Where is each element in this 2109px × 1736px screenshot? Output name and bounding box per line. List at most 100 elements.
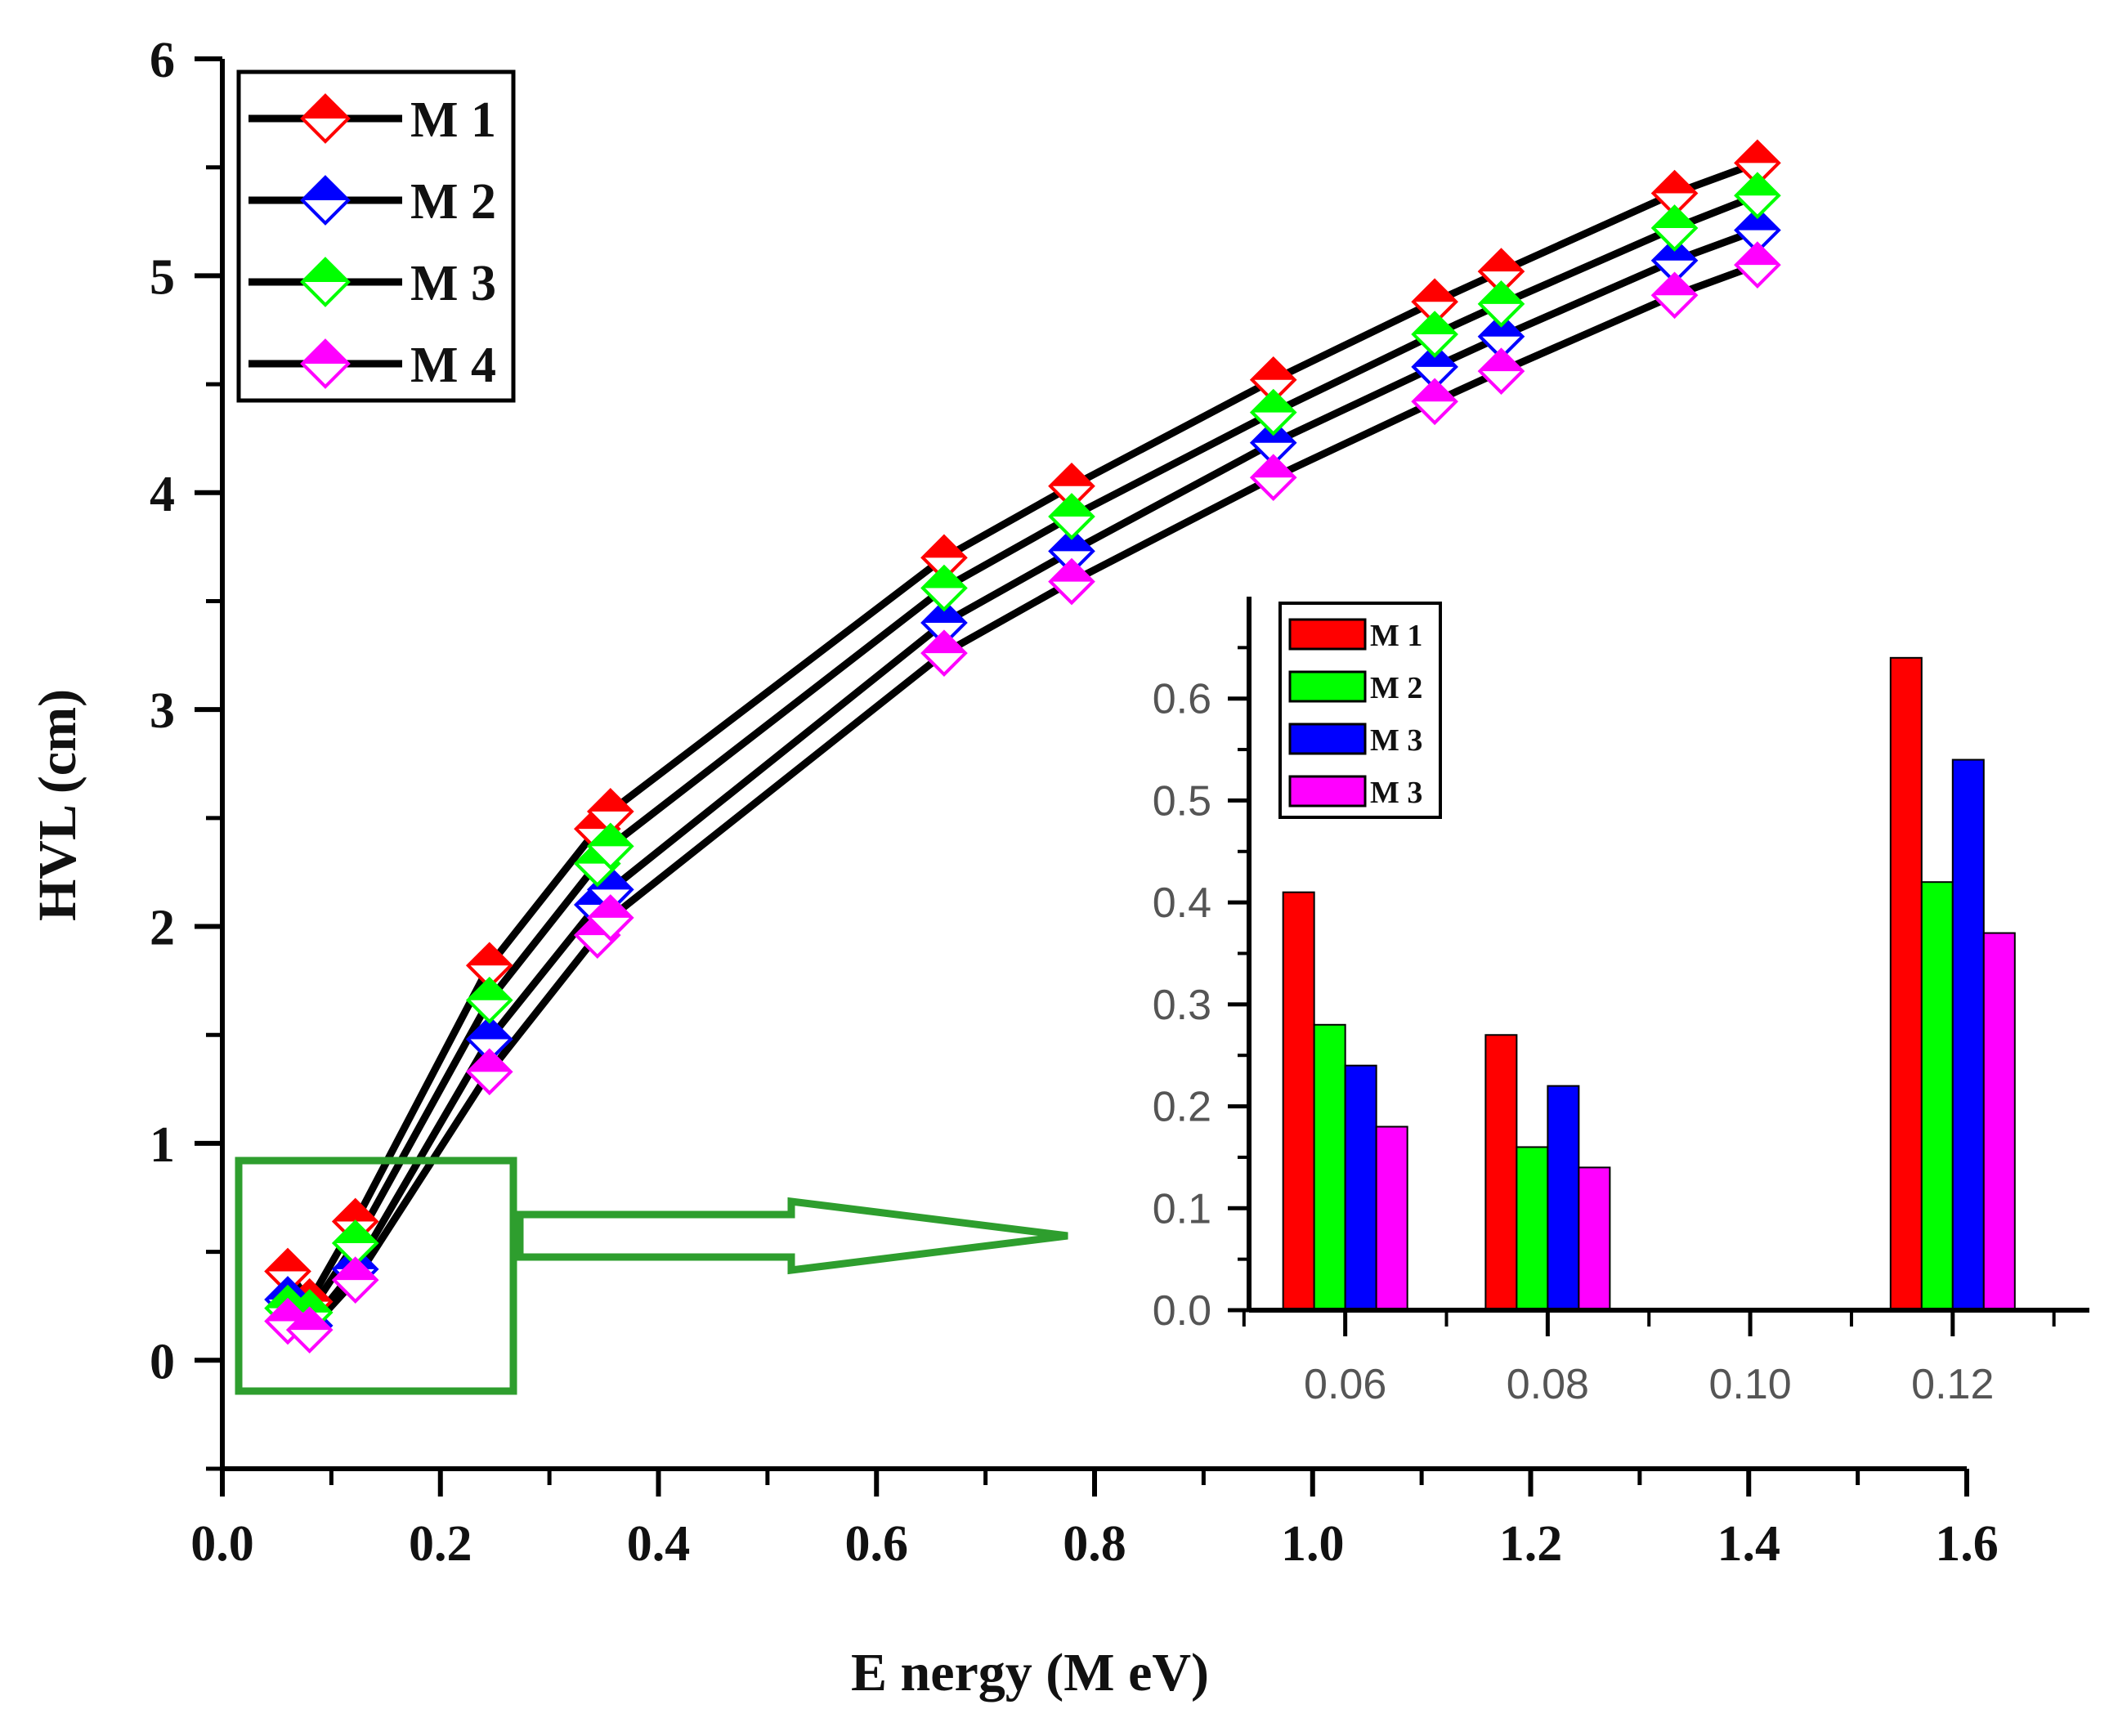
inset-y-tick-label: 0.1 bbox=[1153, 1185, 1211, 1233]
inset-y-tick-label: 0.0 bbox=[1153, 1287, 1211, 1335]
inset-bar-0.12-s1 bbox=[1889, 656, 1923, 1311]
data-point-m1-fill bbox=[589, 790, 632, 812]
inset-legend-label-4: M 3 bbox=[1370, 776, 1422, 810]
main-y-tick-label: 6 bbox=[150, 33, 175, 88]
inset-legend-label-3: M 3 bbox=[1370, 723, 1422, 758]
data-point-m4 bbox=[1048, 557, 1095, 606]
zoom-arrow bbox=[516, 1197, 1068, 1275]
inset-bar-0.12-s4 bbox=[1982, 932, 2016, 1311]
data-point-m1-fill bbox=[334, 1200, 377, 1222]
data-point-m4 bbox=[285, 1306, 334, 1353]
data-point-m2 bbox=[1734, 206, 1781, 254]
inset-bar-chart: 0.06 0.08 0.10 0.12 0.0 0.1 0.2 0.3 0.4 0.5 0.6 M … bbox=[1153, 597, 2089, 1408]
main-x-tick-label: 1.0 bbox=[1281, 1516, 1345, 1572]
data-point-m4-fill bbox=[922, 632, 965, 654]
data-point-m3 bbox=[465, 976, 513, 1024]
legend-marker-m3-fill bbox=[302, 259, 348, 282]
data-point-m3 bbox=[1411, 311, 1458, 358]
legend-label-m4: M 4 bbox=[410, 338, 496, 393]
data-point-m3 bbox=[1477, 280, 1525, 328]
data-point-m3-fill bbox=[1653, 207, 1696, 228]
data-point-m2-fill bbox=[922, 602, 965, 623]
data-point-m3 bbox=[1249, 388, 1297, 436]
inset-x-tick-label: 0.10 bbox=[1708, 1361, 1791, 1408]
data-point-m3-fill bbox=[334, 1222, 377, 1243]
data-point-m1-fill bbox=[468, 944, 511, 966]
inset-bar-0.06-s1 bbox=[1282, 891, 1315, 1311]
legend-label-m2: M 2 bbox=[410, 174, 496, 230]
inset-bar-0.06-s4 bbox=[1375, 1125, 1408, 1311]
data-point-m1-fill bbox=[1480, 250, 1523, 272]
data-point-m4-fill bbox=[1050, 560, 1093, 582]
legend-label-m3: M 3 bbox=[410, 256, 496, 311]
inset-x-tick-label: 0.08 bbox=[1507, 1361, 1589, 1408]
data-point-m4-fill bbox=[1480, 350, 1523, 372]
main-y-tick-label: 3 bbox=[150, 683, 175, 739]
data-point-m4 bbox=[1249, 454, 1297, 502]
data-point-m2-fill bbox=[1735, 208, 1779, 230]
main-legend: M 1 M 2 M 3 M 4 bbox=[236, 69, 516, 403]
inset-y-tick-label: 0.4 bbox=[1153, 879, 1211, 927]
data-point-m4 bbox=[920, 629, 968, 677]
inset-y-tick-label: 0.6 bbox=[1153, 676, 1211, 723]
data-point-m3-fill bbox=[589, 825, 632, 847]
main-x-tick-label: 0.4 bbox=[627, 1516, 691, 1572]
data-point-m4 bbox=[465, 1048, 513, 1096]
main-chart: 0.0 0.2 0.4 0.6 0.8 1.0 1.2 1.4 1.6 0 1 2 3 4 5 6 E ner… bbox=[28, 33, 1999, 1702]
data-point-m2 bbox=[465, 1015, 513, 1063]
main-series-markers bbox=[264, 139, 1781, 1353]
legend-marker-m3 bbox=[300, 257, 351, 307]
data-point-m3 bbox=[1650, 204, 1699, 252]
data-point-m3-fill bbox=[1735, 174, 1779, 196]
inset-bar-0.08-s3 bbox=[1547, 1085, 1580, 1311]
data-point-m3-fill bbox=[288, 1291, 331, 1313]
data-point-m1 bbox=[1249, 356, 1297, 404]
zoom-box bbox=[235, 1157, 517, 1395]
data-point-m1-fill bbox=[1252, 358, 1295, 380]
inset-bar-0.08-s4 bbox=[1578, 1166, 1611, 1312]
main-x-tick-label: 1.4 bbox=[1717, 1516, 1781, 1572]
data-point-m1 bbox=[1734, 139, 1781, 187]
data-point-m1-fill bbox=[1050, 464, 1093, 486]
data-point-m2-fill bbox=[468, 1018, 511, 1040]
main-x-tick-label: 1.6 bbox=[1935, 1516, 1999, 1572]
data-point-m4-fill bbox=[266, 1300, 310, 1322]
inset-bar-0.06-s2 bbox=[1313, 1023, 1346, 1312]
inset-bars bbox=[1282, 656, 2016, 1312]
legend-marker-m2 bbox=[300, 175, 351, 226]
main-y-tick-label: 2 bbox=[150, 901, 175, 956]
inset-legend-swatch-2 bbox=[1288, 670, 1367, 703]
data-point-m3-fill bbox=[922, 566, 965, 588]
data-point-m3-fill bbox=[1050, 494, 1093, 517]
main-x-tick-label: 0.8 bbox=[1063, 1516, 1126, 1572]
data-point-m1-fill bbox=[1735, 141, 1779, 163]
main-x-tick-label: 1.2 bbox=[1499, 1516, 1563, 1572]
data-point-m2 bbox=[920, 599, 968, 647]
data-point-m3 bbox=[1048, 493, 1095, 540]
zoom-indicator bbox=[235, 1157, 1068, 1395]
inset-bar-0.12-s2 bbox=[1920, 881, 1954, 1311]
main-legend-box bbox=[236, 69, 516, 403]
data-point-m3 bbox=[920, 564, 968, 612]
inset-x-tick-label: 0.12 bbox=[1911, 1361, 1994, 1408]
inset-y-tick-label: 0.5 bbox=[1153, 777, 1211, 825]
data-point-m1-fill bbox=[1653, 172, 1696, 194]
data-point-m1-fill bbox=[922, 536, 965, 558]
data-point-m3-fill bbox=[1252, 391, 1295, 413]
data-point-m4-fill bbox=[1653, 274, 1696, 296]
inset-bar-0.08-s1 bbox=[1484, 1034, 1518, 1312]
data-point-m4 bbox=[1734, 241, 1781, 289]
main-y-tick-label: 4 bbox=[150, 467, 175, 522]
main-y-axis-label: HVL (cm) bbox=[28, 689, 87, 921]
data-point-m3 bbox=[586, 822, 634, 870]
inset-bar-0.08-s2 bbox=[1516, 1146, 1549, 1312]
data-point-m2 bbox=[1048, 527, 1095, 575]
main-x-tick-label: 0.2 bbox=[409, 1516, 472, 1572]
data-point-m1 bbox=[586, 788, 634, 835]
main-axis-ticks: 0.0 0.2 0.4 0.6 0.8 1.0 1.2 1.4 1.6 0 1 2 3 4 5 6 bbox=[150, 33, 1999, 1572]
inset-y-tick-label: 0.2 bbox=[1153, 1084, 1211, 1131]
main-y-tick-label: 0 bbox=[150, 1334, 175, 1389]
data-point-m4 bbox=[1477, 347, 1525, 395]
data-point-m4 bbox=[1411, 378, 1458, 426]
